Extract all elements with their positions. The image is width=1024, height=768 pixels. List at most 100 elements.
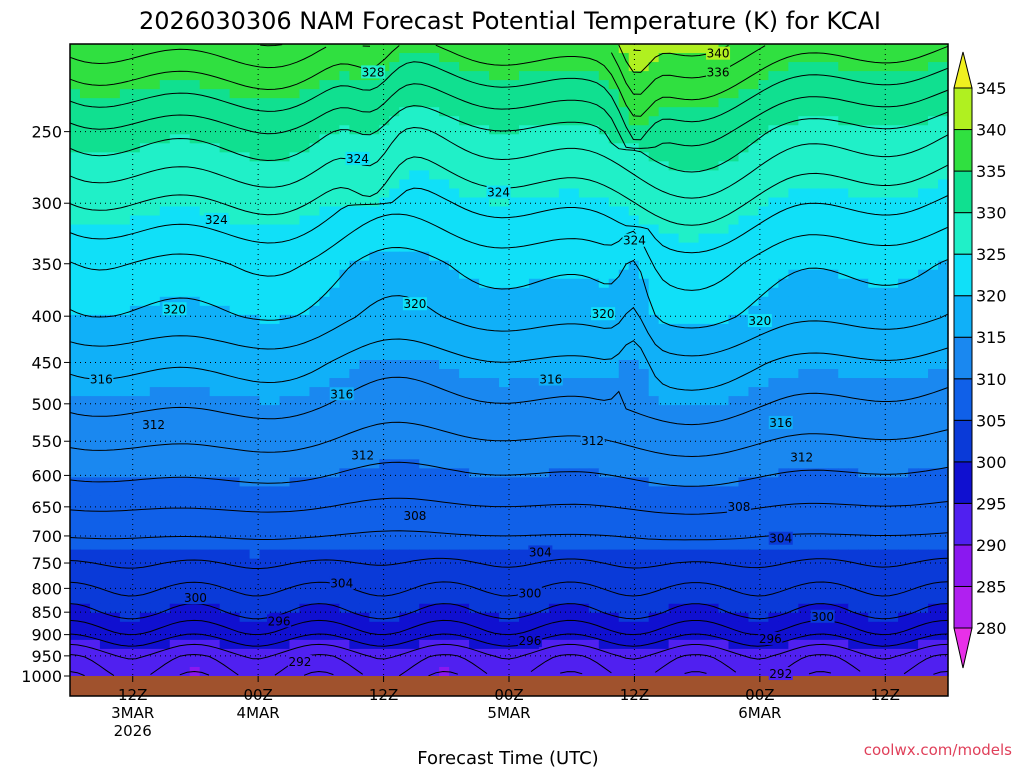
field-cell	[678, 531, 690, 542]
field-cell	[379, 468, 390, 478]
field-cell	[868, 143, 879, 153]
field-cell	[189, 98, 201, 108]
field-cell	[79, 71, 91, 81]
field-cell	[818, 513, 829, 524]
field-cell	[449, 396, 460, 406]
field-cell	[578, 513, 590, 524]
field-cell	[678, 107, 690, 117]
field-cell	[509, 369, 520, 379]
field-cell	[339, 314, 350, 325]
field-cell	[588, 53, 600, 63]
field-cell	[788, 414, 799, 424]
field-cell	[299, 522, 311, 533]
field-cell	[668, 540, 680, 551]
field-cell	[638, 360, 650, 370]
field-cell	[479, 341, 490, 352]
field-cell	[289, 242, 301, 253]
field-cell	[509, 62, 520, 72]
field-cell	[509, 215, 520, 226]
field-cell	[608, 378, 620, 388]
field-cell	[838, 80, 849, 90]
field-cell	[648, 522, 660, 533]
field-cell	[99, 152, 111, 162]
field-cell	[908, 396, 919, 406]
field-cell	[129, 287, 141, 298]
field-cell	[99, 495, 111, 506]
field-cell	[169, 107, 181, 117]
field-cell	[469, 188, 480, 199]
field-cell	[509, 179, 520, 190]
field-cell	[708, 278, 720, 289]
field-cell	[818, 71, 829, 81]
field-cell	[538, 233, 550, 244]
field-cell	[479, 396, 490, 406]
field-cell	[658, 369, 670, 379]
field-cell	[349, 477, 360, 487]
field-cell	[858, 360, 869, 370]
field-cell	[339, 260, 350, 271]
field-cell	[119, 477, 131, 487]
field-cell	[878, 89, 889, 99]
field-cell	[798, 251, 809, 262]
field-cell	[139, 89, 151, 99]
field-cell	[788, 296, 799, 307]
field-cell	[568, 450, 580, 460]
field-cell	[808, 179, 819, 190]
field-cell	[279, 116, 291, 126]
field-cell	[748, 323, 760, 334]
field-cell	[748, 161, 760, 171]
field-cell	[818, 387, 829, 397]
field-cell	[938, 504, 949, 515]
field-cell	[598, 71, 610, 81]
field-cell	[518, 107, 530, 117]
field-cell	[778, 387, 789, 397]
field-cell	[798, 360, 809, 370]
field-cell	[219, 179, 231, 190]
field-cell	[828, 378, 839, 388]
field-cell	[429, 233, 440, 244]
field-cell	[658, 215, 670, 226]
field-cell	[70, 549, 81, 560]
field-cell	[259, 504, 271, 515]
field-cell	[938, 269, 949, 280]
field-cell	[748, 531, 760, 542]
field-cell	[329, 188, 340, 199]
field-cell	[199, 80, 211, 90]
field-cell	[119, 161, 131, 171]
field-cell	[409, 477, 420, 487]
field-cell	[339, 396, 350, 406]
field-cell	[319, 242, 331, 253]
field-cell	[748, 459, 760, 469]
field-cell	[89, 432, 101, 442]
field-cell	[888, 450, 899, 460]
field-cell	[888, 432, 899, 442]
field-cell	[149, 224, 161, 235]
field-cell	[518, 459, 530, 469]
field-cell	[748, 305, 760, 316]
field-cell	[209, 152, 221, 162]
field-cell	[688, 332, 700, 343]
field-cell	[618, 332, 630, 343]
field-cell	[888, 350, 899, 361]
field-cell	[249, 549, 261, 560]
field-cell	[239, 387, 251, 397]
field-cell	[129, 549, 141, 560]
field-cell	[528, 62, 540, 72]
field-cell	[279, 242, 291, 253]
field-cell	[259, 134, 271, 144]
field-cell	[219, 468, 231, 478]
field-cell	[908, 522, 919, 533]
field-cell	[538, 396, 550, 406]
field-cell	[429, 314, 440, 325]
field-cell	[309, 242, 321, 253]
field-cell	[788, 486, 799, 497]
field-cell	[329, 432, 340, 442]
field-cell	[588, 89, 600, 99]
field-cell	[299, 224, 311, 235]
field-cell	[888, 360, 899, 370]
field-cell	[439, 350, 450, 361]
field-cell	[469, 62, 480, 72]
field-cell	[79, 197, 91, 208]
field-cell	[129, 278, 141, 289]
field-cell	[928, 215, 939, 226]
